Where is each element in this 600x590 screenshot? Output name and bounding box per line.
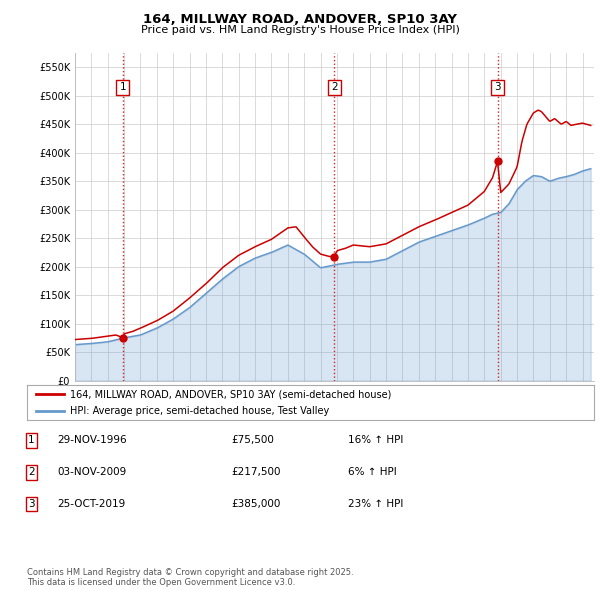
Text: 2: 2: [331, 83, 338, 93]
Text: 29-NOV-1996: 29-NOV-1996: [57, 435, 127, 445]
Text: 164, MILLWAY ROAD, ANDOVER, SP10 3AY (semi-detached house): 164, MILLWAY ROAD, ANDOVER, SP10 3AY (se…: [70, 389, 391, 399]
Text: 23% ↑ HPI: 23% ↑ HPI: [348, 499, 403, 509]
Text: Contains HM Land Registry data © Crown copyright and database right 2025.
This d: Contains HM Land Registry data © Crown c…: [27, 568, 353, 587]
Text: 16% ↑ HPI: 16% ↑ HPI: [348, 435, 403, 445]
Text: HPI: Average price, semi-detached house, Test Valley: HPI: Average price, semi-detached house,…: [70, 407, 329, 416]
Text: 03-NOV-2009: 03-NOV-2009: [57, 467, 126, 477]
Text: £385,000: £385,000: [231, 499, 280, 509]
Text: 2: 2: [28, 467, 35, 477]
Text: 3: 3: [28, 499, 35, 509]
Text: Price paid vs. HM Land Registry's House Price Index (HPI): Price paid vs. HM Land Registry's House …: [140, 25, 460, 35]
Text: 1: 1: [119, 83, 126, 93]
Text: 6% ↑ HPI: 6% ↑ HPI: [348, 467, 397, 477]
Text: £217,500: £217,500: [231, 467, 281, 477]
Text: 164, MILLWAY ROAD, ANDOVER, SP10 3AY: 164, MILLWAY ROAD, ANDOVER, SP10 3AY: [143, 13, 457, 26]
Text: £75,500: £75,500: [231, 435, 274, 445]
Text: 3: 3: [494, 83, 501, 93]
Text: 1: 1: [28, 435, 35, 445]
Text: 25-OCT-2019: 25-OCT-2019: [57, 499, 125, 509]
